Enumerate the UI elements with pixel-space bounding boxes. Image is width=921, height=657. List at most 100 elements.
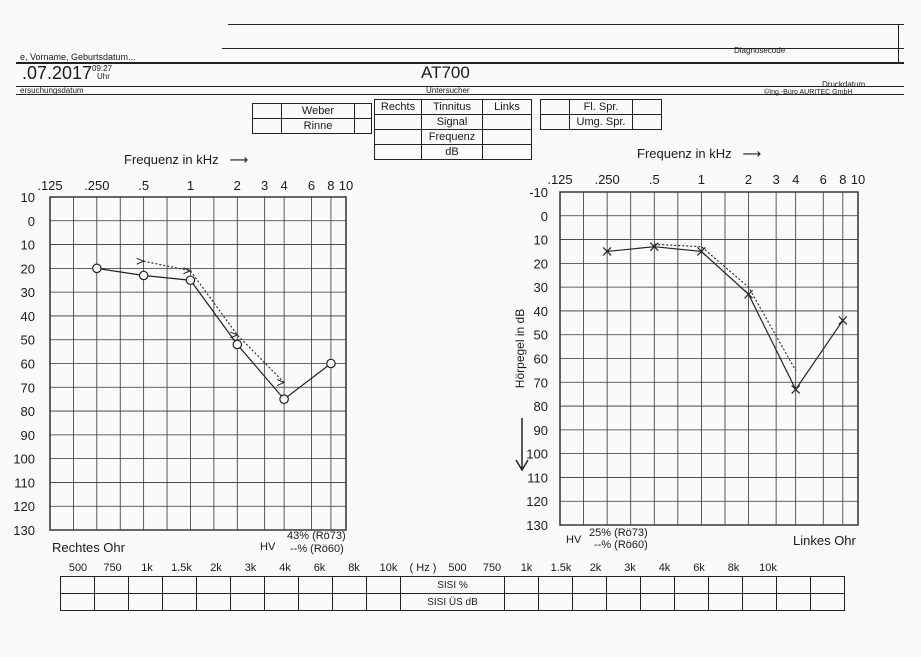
left-db-tick-label: 10 [534,233,548,248]
right-freq-tick-label: .5 [138,178,149,193]
sisi-cell [640,593,675,611]
left-db-tick-label: 80 [534,399,548,414]
left-series-0-point [696,247,706,256]
left-db-tick-label: 50 [534,328,548,343]
exam-time: 09:27 [92,64,113,73]
right-freq-tick-label: 4 [280,178,287,193]
right-ear-label: Rechtes Ohr [52,540,125,555]
left-freq-tick-label: 4 [792,172,799,187]
sisi-freq-header: 500 [448,562,467,574]
sisi-cell [708,593,743,611]
sisi-cell [776,576,811,594]
sisi-cell [94,576,129,594]
umg-spr-label: Umg. Spr. [569,114,633,130]
signal-label: Signal [421,114,483,130]
sisi-cell [776,593,811,611]
tinnitus-right-header: Rechts [374,99,422,115]
sisi-cell [810,576,845,594]
rinne-label: Rinne [281,118,355,134]
sisi-cell [366,593,401,611]
left-ear-label: Linkes Ohr [793,533,856,548]
sisi-cell [606,576,641,594]
tinnitus-table: Rechts Tinnitus Links Signal Frequenz dB [374,99,532,160]
sisi-cell [640,576,675,594]
sisi-cell [742,576,777,594]
left-freq-tick-label: 2 [745,172,752,187]
sisi-freq-header: 8k [727,562,740,574]
right-series-0-point [326,358,336,369]
left-freq-tick-label: 10 [851,172,865,187]
sisi-freq-header: 10k [759,562,777,574]
print-date-label: Druckdatum [822,80,866,89]
sisi-cell [742,593,777,611]
sisi-cell [264,593,299,611]
sisi-freq-header: 500 [68,562,88,574]
left-series-0-point [838,316,848,325]
right-db-tick-label: 90 [21,428,35,443]
right-db-tick-label: 70 [21,380,35,395]
frequenz-label: Frequenz [421,129,483,145]
sisi-cell [128,576,163,594]
left-series-0-point [744,289,753,299]
left-series-0-point [602,247,612,256]
sisi-cell [60,576,95,594]
sisi-cell [298,576,333,594]
sisi-table: SISI % SISI ÜS dB [60,576,845,611]
left-freq-tick-label: .5 [649,172,660,187]
right-freq-tick-label: .250 [84,178,109,193]
right-db-tick-label: 130 [13,523,35,538]
sisi-freq-header: 3k [244,562,257,574]
right-db-tick-label: 80 [21,404,35,419]
right-freq-tick-label: 10 [339,178,353,193]
down-arrow-icon [515,418,529,472]
right-freq-tick-label: 1 [187,178,194,193]
sisi-freq-header: 2k [589,562,602,574]
sisi-cell [230,576,265,594]
device-name: AT700 [421,63,470,82]
sisi-cell [606,593,641,611]
sisi-freq-header: 6k [313,562,326,574]
right-db-tick-label: 30 [21,285,35,300]
right-db-tick-label: 120 [13,499,35,514]
right-db-tick-label: 10 [21,238,35,253]
left-ear-hv-rö60: --% (Rö60) [594,539,648,551]
sisi-freq-header: 750 [482,562,502,574]
left-db-tick-label: 20 [534,256,548,271]
left-freq-tick-label: .250 [594,172,619,187]
right-series-1-point [276,379,286,386]
right-series-1-point [136,257,145,265]
sisi-cell [264,576,299,594]
sisi-freq-header: 6k [693,562,705,574]
left-db-tick-label: 100 [526,447,548,462]
sisi-cell [162,593,197,611]
left-freq-tick-label: .125 [547,172,572,187]
left-freq-tick-label: 6 [820,172,827,187]
sisi-cell [572,576,607,594]
sisi-freq-header: 1k [520,562,533,574]
name-label: e, Vorname, Geburtsdatum... [20,52,136,62]
sisi-freq-header: 10k [379,562,398,574]
sisi-freq-header: 2k [210,562,222,574]
sisi-freq-header: 1k [141,562,153,574]
sisi-cell [332,593,367,611]
right-series-0-line [96,267,332,400]
right-series-1-point [230,331,239,339]
sisi-cell [366,576,401,594]
left-db-tick-label: 70 [534,375,548,390]
sisi-cell [60,593,95,611]
sisi-freq-header: 1.5k [550,562,572,574]
speech-table: Fl. Spr. Umg. Spr. [540,99,662,130]
sisi-cell [196,576,231,594]
left-ear-hv-label: HV [566,534,582,546]
sisi-cell [810,593,845,611]
company-name: ©Ing.-Büro AURITEC GmbH [764,89,853,96]
right-freq-tick-label: 6 [308,178,315,193]
left-chart-frame [559,191,859,526]
left-ear-hv-rö73: 25% (Rö73) [589,527,648,539]
right-series-0-point [92,263,102,274]
right-db-tick-label: 40 [21,309,35,324]
right-freq-tick-label: 2 [234,178,241,193]
exam-time-unit: Uhr [97,72,110,81]
examiner-label: Untersucher [426,86,470,95]
sisi-cell [538,576,573,594]
